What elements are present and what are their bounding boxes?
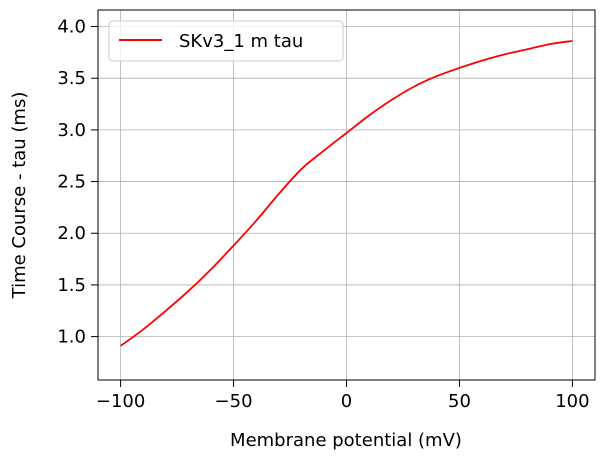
x-tick-label: −50 [215,391,253,412]
x-tick-label: 50 [448,391,471,412]
y-tick-label: 1.5 [57,275,86,296]
y-tick-label: 2.5 [57,172,86,193]
x-axis-label: Membrane potential (mV) [230,430,462,451]
series-layer [120,40,573,347]
x-tick-label: 0 [341,391,352,412]
legend-box [108,20,344,62]
y-tick-label: 3.0 [57,120,86,141]
y-tick-label: 2.0 [57,223,86,244]
legend-label: SKv3_1 m tau [179,31,303,52]
x-tick-label: −100 [96,391,145,412]
x-tick-label: 100 [555,391,589,412]
y-tick-label: 4.0 [57,17,86,38]
legend: SKv3_1 m tau [108,20,344,62]
y-tick-label: 1.0 [57,327,86,348]
y-axis-label: Time Course - tau (ms) [9,92,30,300]
y-tick-label: 3.5 [57,68,86,89]
axis-ticks: −100 −50 0 50 100 1.0 1.5 2.0 2.5 3.0 3.5 4.0 [57,17,589,412]
series-line [120,40,573,347]
grid [98,10,595,380]
